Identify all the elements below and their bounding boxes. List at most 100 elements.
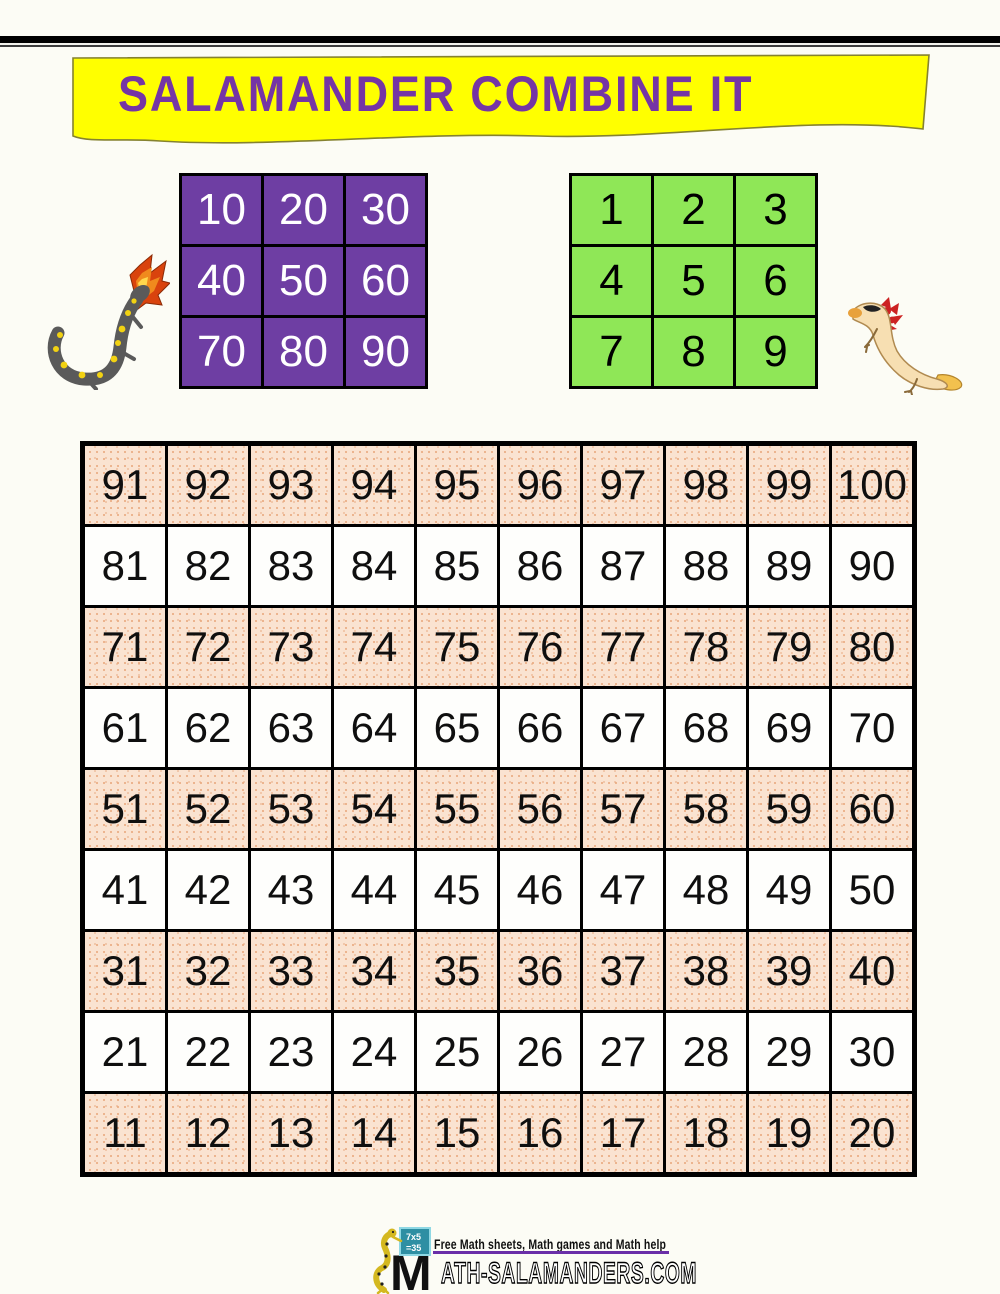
hundred-cell: 45 <box>414 848 500 932</box>
title-banner: SALAMANDER COMBINE IT <box>68 54 936 150</box>
hundred-cell: 90 <box>829 524 916 608</box>
ones-cell: 3 <box>733 173 818 247</box>
hundred-cell: 89 <box>746 524 832 608</box>
hundred-cell: 78 <box>663 605 749 689</box>
hundred-cell: 27 <box>580 1010 666 1094</box>
tens-cell: 50 <box>261 244 346 318</box>
hundred-cell: 63 <box>248 686 334 770</box>
hundred-cell: 36 <box>497 929 583 1013</box>
hundred-cell: 67 <box>580 686 666 770</box>
hundred-cell-row: 11 12 13 14 15 16 17 18 19 20 <box>81 1091 916 1176</box>
ones-cell: 8 <box>651 315 736 389</box>
logo-salamander <box>373 1228 403 1294</box>
hundred-cell: 76 <box>497 605 583 689</box>
hundred-cell: 25 <box>414 1010 500 1094</box>
hundred-cell: 37 <box>580 929 666 1013</box>
tens-cell: 30 <box>343 173 428 247</box>
axolotl-image <box>848 297 963 395</box>
ones-cell: 9 <box>733 315 818 389</box>
hundred-cell-row: 81 82 83 84 85 86 87 88 89 90 <box>81 524 916 608</box>
footer-site-name: ATH-SALAMANDERS.COM <box>441 1256 698 1290</box>
hundred-cell: 58 <box>663 767 749 851</box>
logo-board-line1: 7x5 <box>406 1232 421 1242</box>
tens-cell-row: 70 80 90 <box>179 315 428 389</box>
hundred-cell: 60 <box>829 767 916 851</box>
tens-cell-row: 10 20 30 <box>179 173 428 247</box>
hundred-cell: 56 <box>497 767 583 851</box>
hundred-cell: 74 <box>331 605 417 689</box>
hundred-cell: 41 <box>81 848 168 932</box>
hundred-cell: 62 <box>165 686 251 770</box>
hundred-cell: 26 <box>497 1010 583 1094</box>
hundred-cell-row: 21 22 23 24 25 26 27 28 29 30 <box>81 1010 916 1094</box>
hundred-cell: 49 <box>746 848 832 932</box>
hundred-cell: 20 <box>829 1091 916 1176</box>
hundred-cell: 83 <box>248 524 334 608</box>
hundred-cell: 57 <box>580 767 666 851</box>
hundred-cell: 44 <box>331 848 417 932</box>
hundred-cell: 54 <box>331 767 417 851</box>
hundred-cell: 28 <box>663 1010 749 1094</box>
hundred-cell: 95 <box>414 442 500 527</box>
hundred-cell: 94 <box>331 442 417 527</box>
hundred-cell: 92 <box>165 442 251 527</box>
hundred-cell: 77 <box>580 605 666 689</box>
hundred-cell: 84 <box>331 524 417 608</box>
hundred-cell: 16 <box>497 1091 583 1176</box>
banner-shape <box>72 54 930 144</box>
hundred-cell: 96 <box>497 442 583 527</box>
ones-cell: 1 <box>569 173 654 247</box>
hundred-cell: 46 <box>497 848 583 932</box>
tens-cell: 80 <box>261 315 346 389</box>
hundred-cell: 99 <box>746 442 832 527</box>
hundred-cell: 75 <box>414 605 500 689</box>
hundred-cell: 39 <box>746 929 832 1013</box>
hundred-cell: 65 <box>414 686 500 770</box>
hundred-cell: 38 <box>663 929 749 1013</box>
hundred-cell: 43 <box>248 848 334 932</box>
top-divider-rule <box>0 36 1000 48</box>
tens-cell: 70 <box>179 315 264 389</box>
tens-cell: 60 <box>343 244 428 318</box>
hundred-cell: 19 <box>746 1091 832 1176</box>
hundred-cell-row: 51 52 53 54 55 56 57 58 59 60 <box>81 767 916 851</box>
hundred-cell: 88 <box>663 524 749 608</box>
hundred-cell: 48 <box>663 848 749 932</box>
tens-cell: 20 <box>261 173 346 247</box>
hundred-cell: 14 <box>331 1091 417 1176</box>
math-salamanders-logo: M 7x5 =35 <box>373 1227 432 1294</box>
tens-cell: 90 <box>343 315 428 389</box>
tens-cell: 40 <box>179 244 264 318</box>
hundred-cell: 55 <box>414 767 500 851</box>
hundred-cell: 42 <box>165 848 251 932</box>
hundred-cell: 52 <box>165 767 251 851</box>
hundred-cell: 72 <box>165 605 251 689</box>
hundred-cell: 70 <box>829 686 916 770</box>
hundred-cell: 82 <box>165 524 251 608</box>
tens-cell: 10 <box>179 173 264 247</box>
hundred-cell: 69 <box>746 686 832 770</box>
logo-board-line2: =35 <box>406 1243 421 1253</box>
hundred-cell: 71 <box>81 605 168 689</box>
hundred-cell: 53 <box>248 767 334 851</box>
hundred-cell: 80 <box>829 605 916 689</box>
hundred-cell: 59 <box>746 767 832 851</box>
hundred-cell: 93 <box>248 442 334 527</box>
page-title: SALAMANDER COMBINE IT <box>118 66 754 122</box>
hundred-cell: 13 <box>248 1091 334 1176</box>
hundred-cell: 87 <box>580 524 666 608</box>
hundred-cell-row: 61 62 63 64 65 66 67 68 69 70 <box>81 686 916 770</box>
hundred-cell: 30 <box>829 1010 916 1094</box>
hundred-cell: 79 <box>746 605 832 689</box>
ones-cell: 7 <box>569 315 654 389</box>
hundred-cell: 97 <box>580 442 666 527</box>
hundred-cell: 50 <box>829 848 916 932</box>
tens-cell-row: 40 50 60 <box>179 244 428 318</box>
hundred-cell: 31 <box>81 929 168 1013</box>
footer-purple-rule <box>433 1251 669 1254</box>
hundred-cell-row: 31 32 33 34 35 36 37 38 39 40 <box>81 929 916 1013</box>
hundred-cell: 85 <box>414 524 500 608</box>
